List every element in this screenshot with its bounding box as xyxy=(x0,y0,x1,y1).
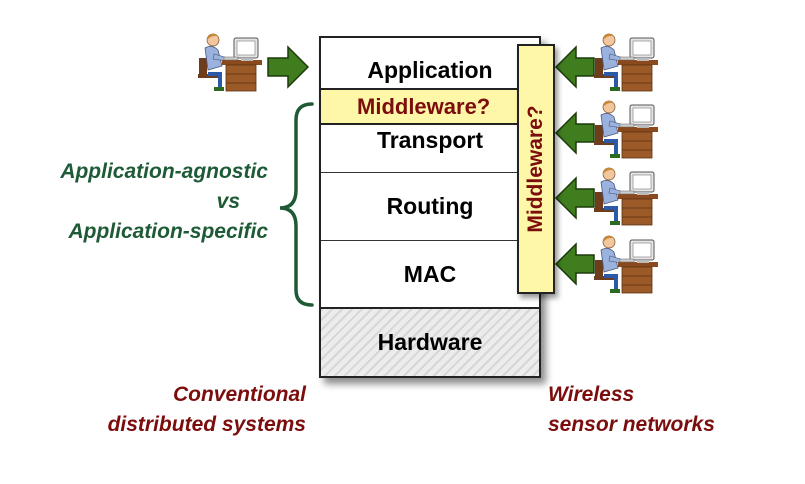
left-arrow-icon xyxy=(554,45,595,89)
design-tradeoff-label: Application-agnostic vs Application-spec… xyxy=(10,157,268,247)
caption-right-line1: Wireless xyxy=(548,383,635,406)
vertical-middleware-label: Middleware? xyxy=(524,105,547,233)
layer-mac: MAC xyxy=(321,240,539,307)
caption-conventional: Conventional distributed systems xyxy=(40,380,306,440)
vertical-middleware-bar: Middleware? xyxy=(517,44,555,294)
protocol-stack: Application Middleware? Transport Routin… xyxy=(319,36,541,378)
layer-middleware: Middleware? xyxy=(321,88,539,125)
person-at-computer-icon xyxy=(593,33,659,92)
caption-left-line2: distributed systems xyxy=(107,413,306,436)
right-arrow-icon xyxy=(267,45,310,89)
label-line-vs: vs xyxy=(216,190,240,213)
left-arrow-icon xyxy=(554,111,595,155)
curly-brace-icon xyxy=(279,102,314,307)
left-arrow-icon xyxy=(554,242,595,286)
layer-routing: Routing xyxy=(321,172,539,240)
caption-wsn: Wireless sensor networks xyxy=(548,380,788,440)
layer-hardware: Hardware xyxy=(321,307,539,376)
caption-right-line2: sensor networks xyxy=(548,413,715,436)
person-at-computer-icon xyxy=(593,100,659,159)
layer-application: Application xyxy=(367,56,493,83)
label-line-specific: Application-specific xyxy=(68,220,268,243)
person-at-computer-icon xyxy=(593,167,659,226)
label-line-agnostic: Application-agnostic xyxy=(60,160,268,183)
person-at-computer-icon xyxy=(197,33,263,92)
person-at-computer-icon xyxy=(593,235,659,294)
caption-left-line1: Conventional xyxy=(172,383,306,406)
layer-transport: Transport xyxy=(376,127,484,153)
left-arrow-icon xyxy=(554,176,595,220)
